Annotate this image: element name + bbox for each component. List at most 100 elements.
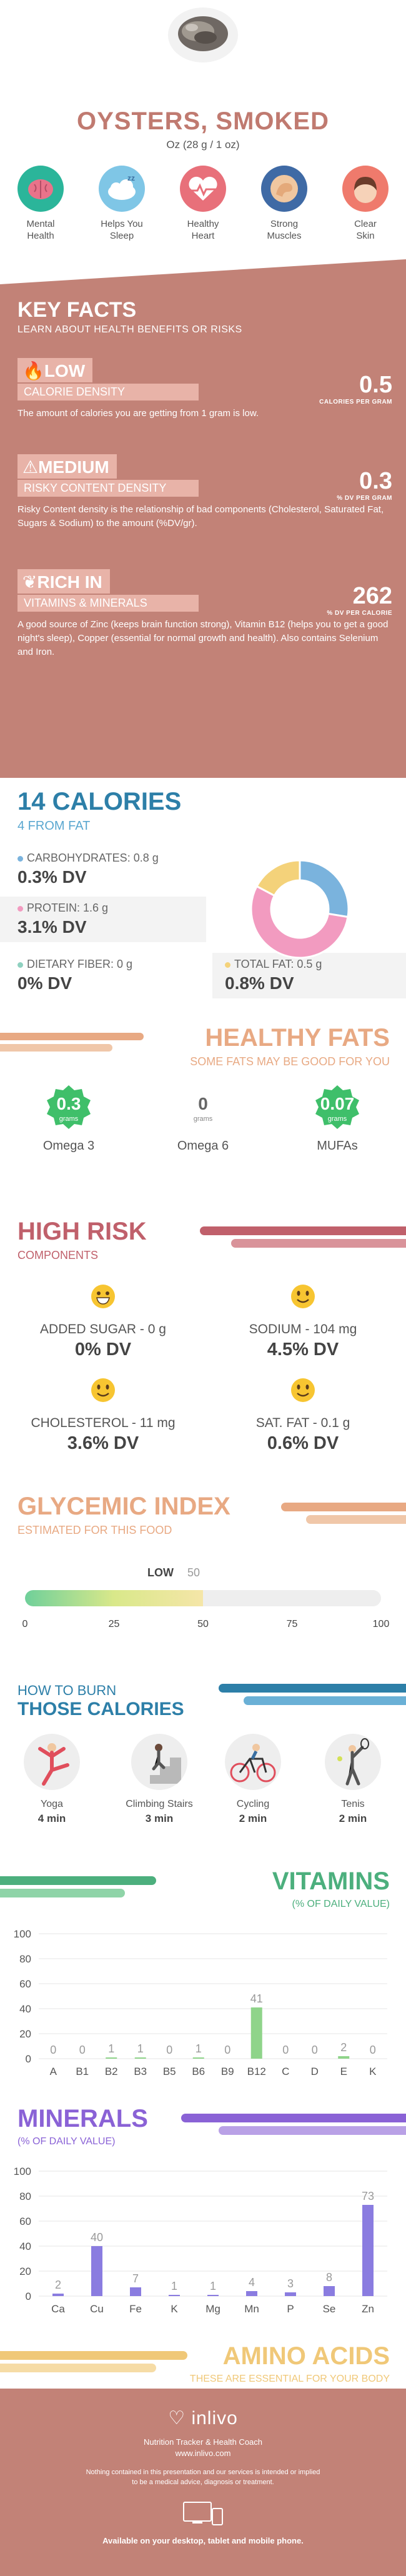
healthy-fats-title: HEALTHY FATS	[205, 1024, 390, 1052]
fat-value: 0	[198, 1094, 208, 1113]
tennis-icon	[325, 1734, 381, 1790]
macro-dv: 0% DV	[17, 973, 72, 993]
donut-slice	[299, 859, 350, 918]
benefit-label: Heart	[191, 231, 215, 241]
minerals-title: MINERALS	[17, 2105, 148, 2132]
legend-dot	[17, 855, 23, 862]
x-tick-label: K	[369, 2066, 377, 2077]
decor-bar	[219, 2126, 406, 2135]
burn-activity: Tenis	[341, 1799, 365, 1809]
bar-value-label: 40	[91, 2231, 103, 2244]
y-tick-label: 100	[14, 2166, 31, 2177]
calories-subtitle: 4 FROM FAT	[17, 819, 91, 833]
benefit-label: Clear	[354, 219, 377, 229]
legend-dot	[17, 905, 23, 912]
svg-text:zz: zz	[127, 174, 135, 182]
decor-bar	[0, 2364, 156, 2372]
burn-stairs: Climbing Stairs 3 min	[119, 1734, 200, 1825]
burn-time: 2 min	[339, 1813, 367, 1824]
brand-name: inlivo	[191, 2408, 238, 2429]
key-facts-section: KEY FACTS LEARN ABOUT HEALTH BENEFITS OR…	[0, 259, 406, 778]
fat-label: Omega 3	[42, 1139, 95, 1153]
bar-value-label: 1	[137, 2042, 144, 2055]
benefit-skin: Clear Skin	[331, 166, 400, 242]
bar-value-label: 3	[287, 2277, 294, 2290]
bar-value-label: 1	[108, 2042, 114, 2055]
heart-logo-icon: ♡	[168, 2408, 186, 2429]
calories-section: 14 CALORIES 4 FROM FAT CARBOHYDRATES: 0.…	[0, 778, 406, 1015]
vitamins-title: VITAMINS	[272, 1867, 390, 1895]
fact-description: A good source of Zinc (keeps brain funct…	[17, 619, 389, 657]
bar	[52, 2294, 64, 2296]
macro-name: CARBOHYDRATES: 0.8 g	[27, 852, 159, 864]
bar	[192, 2057, 204, 2059]
fact-category: CALORIE DENSITY	[17, 384, 199, 400]
glycemic-title: GLYCEMIC INDEX	[17, 1493, 230, 1520]
high-risk-subtitle: COMPONENTS	[17, 1249, 99, 1261]
minerals-subtitle: (% OF DAILY VALUE)	[17, 2136, 116, 2147]
leaf-icon: ❦	[22, 572, 37, 592]
header: OYSTERS, SMOKED Oz (28 g / 1 oz)	[0, 0, 406, 166]
bar	[246, 2291, 257, 2296]
burn-time: 4 min	[37, 1813, 66, 1824]
risk-sodium: SODIUM - 104 mg 4.5% DV	[212, 1284, 394, 1360]
decor-bar	[231, 1239, 406, 1248]
bar-value-label: 2	[340, 2041, 347, 2054]
benefit-label: Sleep	[109, 231, 134, 241]
footer-url[interactable]: www.inlivo.com	[175, 2449, 231, 2458]
y-tick-label: 0	[26, 2053, 31, 2065]
fat-value: 0.3	[56, 1094, 81, 1113]
bar-value-label: 41	[250, 1992, 263, 2005]
badge-icon: 0.07 grams	[312, 1084, 363, 1135]
glycemic-track	[25, 1590, 381, 1606]
macro-dv: 0.8% DV	[225, 973, 294, 993]
burn-time: 3 min	[145, 1813, 174, 1824]
benefit-heart: Healthy Heart	[169, 166, 237, 242]
decor-bar	[0, 1889, 125, 1897]
badge-icon: 0 grams	[177, 1084, 229, 1135]
bar	[169, 2295, 180, 2296]
risk-name: CHOLESTEROL - 11 mg	[31, 1416, 176, 1430]
x-tick-label: P	[287, 2303, 294, 2315]
heart-icon	[180, 166, 226, 212]
donut-slice	[250, 885, 349, 959]
fact-level: 🔥LOW	[17, 358, 93, 382]
calories-title: 14 CALORIES	[17, 788, 182, 815]
x-tick-label: D	[311, 2066, 319, 2077]
glycemic-fill	[25, 1590, 203, 1606]
page-title: OYSTERS, SMOKED	[77, 107, 329, 135]
benefit-label: Mental	[26, 219, 55, 229]
bar-value-label: 73	[362, 2190, 374, 2202]
burn-title-line-1: HOW TO BURN	[17, 1683, 117, 1698]
badge-icon: 0.3 grams	[43, 1084, 94, 1135]
y-tick-label: 40	[19, 2003, 31, 2015]
x-tick-label: B1	[76, 2066, 89, 2077]
decor-bar	[0, 1876, 156, 1885]
bar	[338, 2056, 350, 2059]
glycemic-tick-label: 75	[286, 1619, 298, 1629]
bar-value-label: 8	[326, 2271, 332, 2284]
burn-activity: Climbing Stairs	[126, 1799, 193, 1809]
footer-tagline: Nutrition Tracker & Health Coach	[143, 2437, 263, 2447]
legend-dot	[17, 962, 23, 968]
fact-vitamins-minerals: ❦RICH IN VITAMINS & MINERALS 262% DV PER…	[17, 569, 392, 659]
y-tick-label: 0	[26, 2290, 31, 2302]
bar	[362, 2205, 374, 2296]
benefit-label: Skin	[356, 231, 375, 241]
bar	[106, 2057, 117, 2059]
x-tick-label: Zn	[362, 2303, 374, 2315]
decor-bar	[200, 1226, 406, 1235]
x-tick-label: B9	[221, 2066, 234, 2077]
bar-value-label: 1	[171, 2280, 177, 2292]
x-tick-label: K	[171, 2303, 178, 2315]
decor-bar	[0, 1044, 112, 1052]
x-tick-label: B6	[192, 2066, 205, 2077]
donut-slice	[255, 859, 301, 897]
warning-icon: ⚠	[22, 457, 39, 477]
brand-logo: ♡ inlivo	[0, 2407, 406, 2429]
fat-unit: grams	[193, 1115, 213, 1123]
benefits-row: Mental Health zz Helps You Sleep Healthy He…	[0, 166, 406, 259]
glycemic-tick-label: 50	[197, 1619, 209, 1629]
macro-fiber: DIETARY FIBER: 0 g 0% DV	[17, 953, 205, 998]
fact-description: Risky Content density is the relationshi…	[17, 504, 384, 529]
